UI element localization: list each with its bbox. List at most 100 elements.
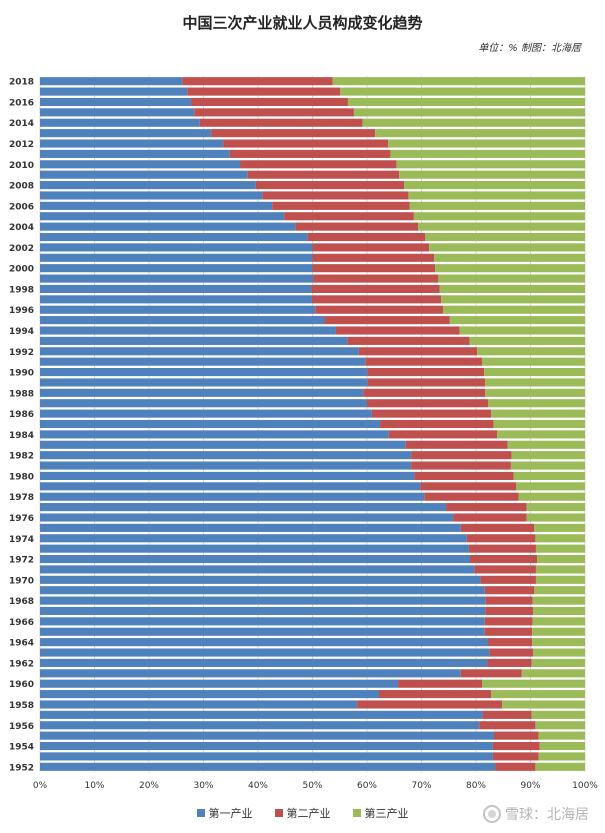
bar-secondary	[324, 316, 450, 325]
bar-secondary	[295, 222, 419, 231]
legend-swatch-secondary	[274, 809, 283, 817]
y-tick-label: 1986	[9, 410, 34, 420]
y-tick-label: 1958	[9, 701, 34, 711]
y-tick-label: 1990	[9, 369, 34, 379]
bar-primary	[40, 669, 461, 678]
bar-primary	[40, 627, 485, 636]
bar-secondary	[453, 513, 527, 522]
bar-primary	[40, 565, 475, 574]
bar-primary	[40, 253, 313, 262]
bar-secondary	[485, 596, 533, 605]
bar-tertiary	[485, 378, 585, 387]
bar-tertiary	[418, 222, 585, 231]
bar-tertiary	[535, 544, 585, 553]
y-tick-label: 2010	[9, 161, 34, 171]
y-tick-label: 1984	[9, 431, 34, 441]
bar-primary	[40, 264, 313, 273]
bar-primary	[40, 97, 191, 107]
bar-primary	[40, 430, 389, 439]
bar-tertiary	[502, 700, 585, 709]
bar-tertiary	[526, 503, 585, 512]
bar-secondary	[312, 264, 436, 273]
bar-primary	[40, 648, 490, 657]
y-tick-label: 2002	[9, 244, 34, 254]
legend: 第一产业 第二产业 第三产业	[0, 805, 605, 821]
bar-tertiary	[535, 721, 585, 730]
bar-tertiary	[511, 451, 585, 460]
bar-secondary	[484, 586, 535, 595]
bar-secondary	[388, 430, 498, 439]
bar-secondary	[466, 534, 536, 543]
bar-tertiary	[469, 336, 585, 345]
bar-secondary	[313, 274, 439, 283]
y-tick-label: 1964	[9, 639, 34, 649]
bar-primary	[40, 409, 372, 418]
bar-secondary	[347, 336, 470, 345]
bar-primary	[40, 731, 494, 740]
bar-primary	[40, 347, 359, 356]
bar-secondary	[480, 575, 536, 584]
bar-secondary	[211, 129, 376, 138]
y-tick-label: 2008	[9, 182, 34, 192]
bar-tertiary	[388, 139, 585, 148]
bar-secondary	[371, 409, 492, 418]
bar-primary	[40, 596, 486, 605]
bar-tertiary	[531, 710, 585, 719]
bar-primary	[40, 139, 224, 148]
bar-secondary	[357, 700, 503, 709]
y-tick-label: 2000	[9, 265, 34, 275]
x-tick-label: 50%	[302, 781, 322, 791]
bar-primary	[40, 710, 483, 719]
bar-secondary	[484, 627, 533, 636]
bar-tertiary	[534, 523, 585, 532]
bar-primary	[40, 118, 200, 127]
bar-secondary	[446, 503, 527, 512]
legend-label-tertiary: 第三产业	[364, 807, 409, 820]
y-tick-label: 2004	[9, 223, 34, 233]
bar-tertiary	[537, 554, 585, 564]
bar-primary	[40, 222, 296, 231]
bar-secondary	[182, 77, 333, 86]
bar-primary	[40, 586, 485, 595]
bar-primary	[40, 191, 263, 200]
bar-secondary	[365, 357, 482, 366]
bar-tertiary	[441, 295, 585, 304]
bars	[40, 77, 585, 771]
bar-primary	[40, 378, 368, 387]
legend-swatch-primary	[196, 809, 205, 817]
bar-tertiary	[332, 77, 585, 86]
y-axis-labels: 2018 2016 2014 2012 2010 2008 2006 2004 2002 2000…	[9, 78, 34, 774]
bar-tertiary	[408, 191, 585, 200]
bar-primary	[40, 316, 325, 325]
bar-primary	[40, 575, 481, 584]
bar-primary	[40, 170, 248, 179]
bar-primary	[40, 77, 183, 86]
y-tick-label: 1998	[9, 285, 34, 295]
legend-swatch-tertiary	[352, 809, 361, 817]
bar-secondary	[411, 451, 512, 460]
bar-tertiary	[532, 617, 585, 626]
bar-secondary	[424, 492, 519, 501]
bar-secondary	[485, 606, 534, 616]
y-tick-label: 1996	[9, 306, 34, 316]
bar-tertiary	[507, 440, 585, 449]
x-tick-label: 10%	[84, 781, 104, 791]
stacked-bar-chart: 2018 2016 2014 2012 2010 2008 2006 2004 2002 2000…	[9, 76, 598, 791]
x-tick-label: 40%	[248, 781, 268, 791]
bar-secondary	[495, 762, 536, 771]
bar-secondary	[493, 731, 539, 740]
bar-primary	[40, 679, 399, 688]
bar-primary	[40, 108, 195, 117]
y-tick-label: 1972	[9, 556, 34, 566]
bar-primary	[40, 212, 285, 221]
bar-secondary	[367, 368, 485, 377]
bar-primary	[40, 284, 312, 294]
bar-primary	[40, 399, 367, 408]
bar-primary	[40, 492, 425, 501]
bar-tertiary	[459, 326, 585, 335]
y-tick-label: 1982	[9, 452, 34, 462]
bar-primary	[40, 554, 471, 564]
y-tick-label: 1974	[9, 535, 34, 545]
bar-tertiary	[347, 97, 585, 107]
y-tick-label: 1980	[9, 472, 34, 482]
